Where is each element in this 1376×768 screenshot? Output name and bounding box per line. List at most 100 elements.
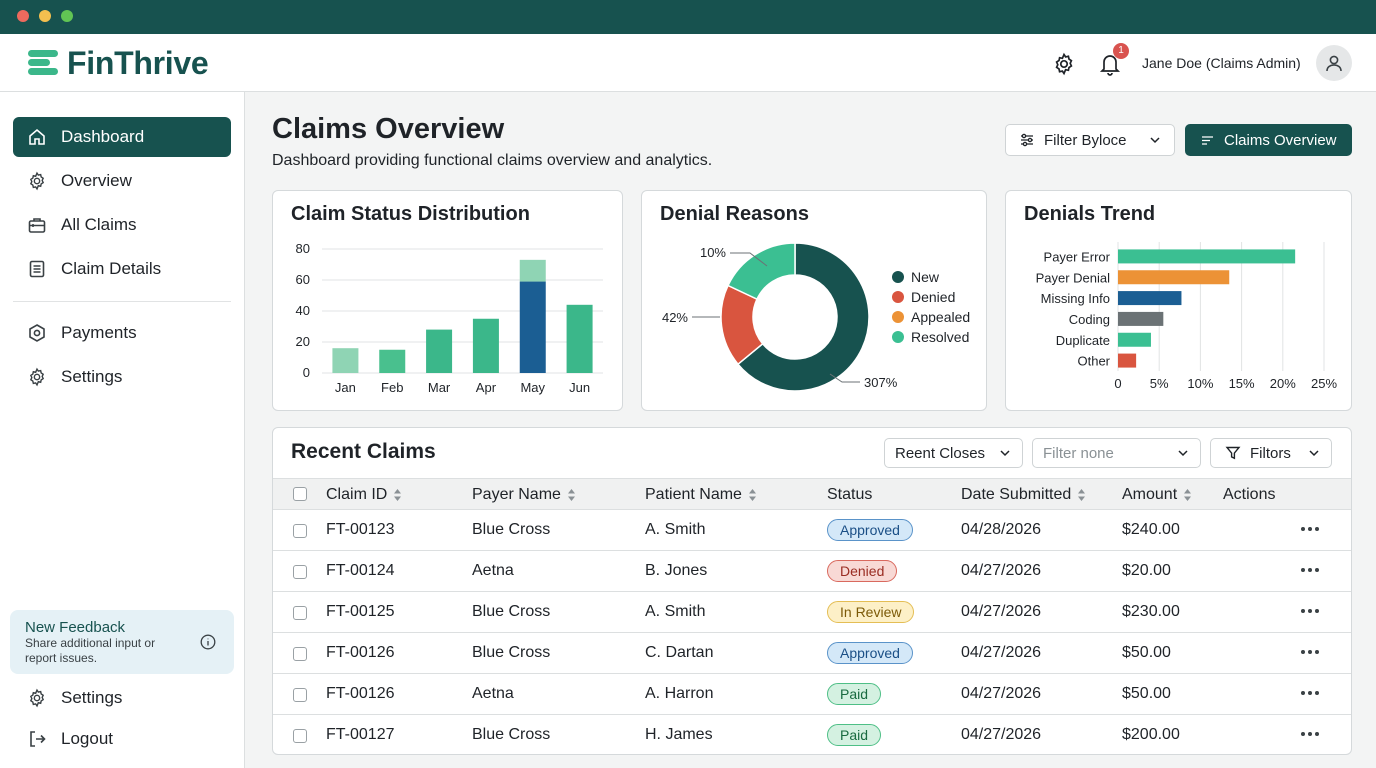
filter-select[interactable]: Filter none (1032, 438, 1201, 468)
x-tick-label: May (520, 380, 545, 395)
sidebar-item-logout[interactable]: Logout (13, 719, 231, 759)
logo-icon (28, 48, 60, 78)
x-tick-label: Jan (335, 380, 356, 395)
sidebar: Dashboard Overview All Claims Claim Deta… (0, 92, 245, 768)
sidebar-item-label: Logout (61, 729, 113, 748)
filter-by-dropdown[interactable]: Filter Byloce (1005, 124, 1175, 156)
feedback-card[interactable]: New Feedback Share additional input or r… (10, 610, 234, 674)
sidebar-item-payments[interactable]: Payments (13, 313, 231, 353)
sidebar-item-settings-bottom[interactable]: Settings (13, 678, 231, 718)
sidebar-item-label: Settings (61, 688, 123, 707)
info-icon[interactable] (200, 634, 216, 650)
gear-icon (29, 171, 45, 191)
date-submitted-cell: 04/27/2026 (961, 603, 1042, 620)
page-title: Claims Overview (272, 113, 505, 145)
window-titlebar (0, 0, 1376, 34)
brand-logo[interactable]: FinThrive (28, 45, 209, 81)
more-actions-icon[interactable] (1301, 527, 1319, 531)
gear-icon[interactable] (1052, 52, 1076, 76)
annotation-leader (829, 373, 860, 383)
bar-mar (426, 329, 453, 373)
bell-icon[interactable] (1098, 51, 1122, 77)
sort-dropdown[interactable]: Reent Closes (884, 438, 1023, 468)
x-tick-label: 25% (1311, 376, 1337, 391)
x-tick-label: Feb (381, 380, 403, 395)
sidebar-item-settings[interactable]: Settings (13, 357, 231, 397)
column-header-status[interactable]: Status (827, 486, 872, 504)
row-checkbox[interactable] (293, 524, 307, 538)
logout-icon (30, 731, 46, 747)
x-tick-label: 20% (1270, 376, 1296, 391)
bar-apr (472, 318, 499, 373)
maximize-window-button[interactable] (61, 10, 73, 22)
more-actions-icon[interactable] (1301, 568, 1319, 572)
column-header-claim-id[interactable]: Claim ID (326, 486, 402, 504)
avatar[interactable] (1316, 45, 1352, 81)
table-row[interactable]: FT-00124 Aetna B. Jones 04/27/2026 $20.00 Den… (273, 551, 1351, 592)
filters-button[interactable]: Filtors (1210, 438, 1332, 468)
document-icon (29, 260, 45, 278)
column-header-patient-name[interactable]: Patient Name (645, 486, 757, 504)
status-badge: In Review (827, 601, 915, 623)
legend-item-denied: Denied (892, 289, 955, 305)
more-actions-icon[interactable] (1301, 609, 1319, 613)
row-checkbox[interactable] (293, 729, 307, 743)
payer-name-cell: Blue Cross (472, 644, 551, 661)
more-actions-icon[interactable] (1301, 691, 1319, 695)
bar-jan (332, 348, 359, 373)
claim-status-chart: 0 20 40 60 80 Jan Feb Mar Apr May Jun (296, 241, 603, 395)
sort-icon (748, 489, 756, 501)
status-badge: Paid (827, 724, 882, 746)
close-window-button[interactable] (17, 10, 29, 22)
sidebar-item-label: Settings (61, 367, 123, 386)
table-row[interactable]: FT-00126 Aetna A. Harron 04/27/2026 $50.00 Pa… (273, 674, 1351, 715)
table-row[interactable]: FT-00126 Blue Cross C. Dartan 04/27/2026 $50… (273, 633, 1351, 674)
minimize-window-button[interactable] (39, 10, 51, 22)
y-tick-label: Coding (1069, 312, 1110, 327)
bar-jun (566, 304, 593, 373)
row-checkbox[interactable] (293, 647, 307, 661)
sidebar-item-overview[interactable]: Overview (13, 161, 231, 201)
claims-overview-label: Claims Overview (1224, 131, 1337, 149)
claims-overview-button[interactable]: Claims Overview (1185, 124, 1352, 156)
table-row[interactable]: FT-00125 Blue Cross A. Smith 04/27/2026 $230… (273, 592, 1351, 633)
row-checkbox[interactable] (293, 606, 307, 620)
row-checkbox[interactable] (293, 565, 307, 579)
chevron-down-icon (1309, 450, 1319, 457)
amount-cell: $230.00 (1122, 603, 1180, 620)
bar-payer-denial (1118, 270, 1230, 285)
sidebar-item-label: Overview (61, 171, 132, 190)
sidebar-item-dashboard[interactable]: Dashboard (13, 117, 231, 157)
column-header-payer-name[interactable]: Payer Name (472, 486, 576, 504)
bar-feb (379, 349, 406, 373)
sort-label: Reent Closes (895, 444, 986, 462)
feedback-title: New Feedback (25, 619, 126, 636)
sidebar-item-all-claims[interactable]: All Claims (13, 205, 231, 245)
table-row[interactable]: FT-00127 Blue Cross H. James 04/27/2026 $200… (273, 715, 1351, 756)
bar-payer-error (1118, 249, 1296, 264)
bar-may (519, 259, 546, 282)
payer-name-cell: Blue Cross (472, 603, 551, 620)
sort-icon (1078, 489, 1086, 501)
card-title: Denial Reasons (660, 203, 809, 225)
more-actions-icon[interactable] (1301, 650, 1319, 654)
user-name[interactable]: Jane Doe (Claims Admin) (1142, 55, 1301, 71)
sidebar-item-claim-details[interactable]: Claim Details (13, 249, 231, 289)
amount-cell: $240.00 (1122, 521, 1180, 538)
claim-id-cell: FT-00125 (326, 603, 395, 620)
y-tick-label: 0 (303, 365, 310, 380)
table-row[interactable]: FT-00123 Blue Cross A. Smith 04/28/2026 $240… (273, 510, 1351, 551)
column-label: Amount (1122, 486, 1178, 503)
column-header-date-submitted[interactable]: Date Submitted (961, 486, 1086, 504)
row-checkbox[interactable] (293, 688, 307, 702)
x-tick-label: Mar (428, 380, 451, 395)
card-title: Denials Trend (1024, 203, 1156, 225)
user-icon (1326, 55, 1342, 72)
more-actions-icon[interactable] (1301, 732, 1319, 736)
list-icon (1202, 135, 1213, 145)
sidebar-item-label: Dashboard (61, 127, 145, 146)
column-header-amount[interactable]: Amount (1122, 486, 1192, 504)
status-badge: Paid (827, 683, 882, 705)
gear-icon (29, 367, 45, 387)
select-all-checkbox[interactable] (293, 487, 307, 501)
